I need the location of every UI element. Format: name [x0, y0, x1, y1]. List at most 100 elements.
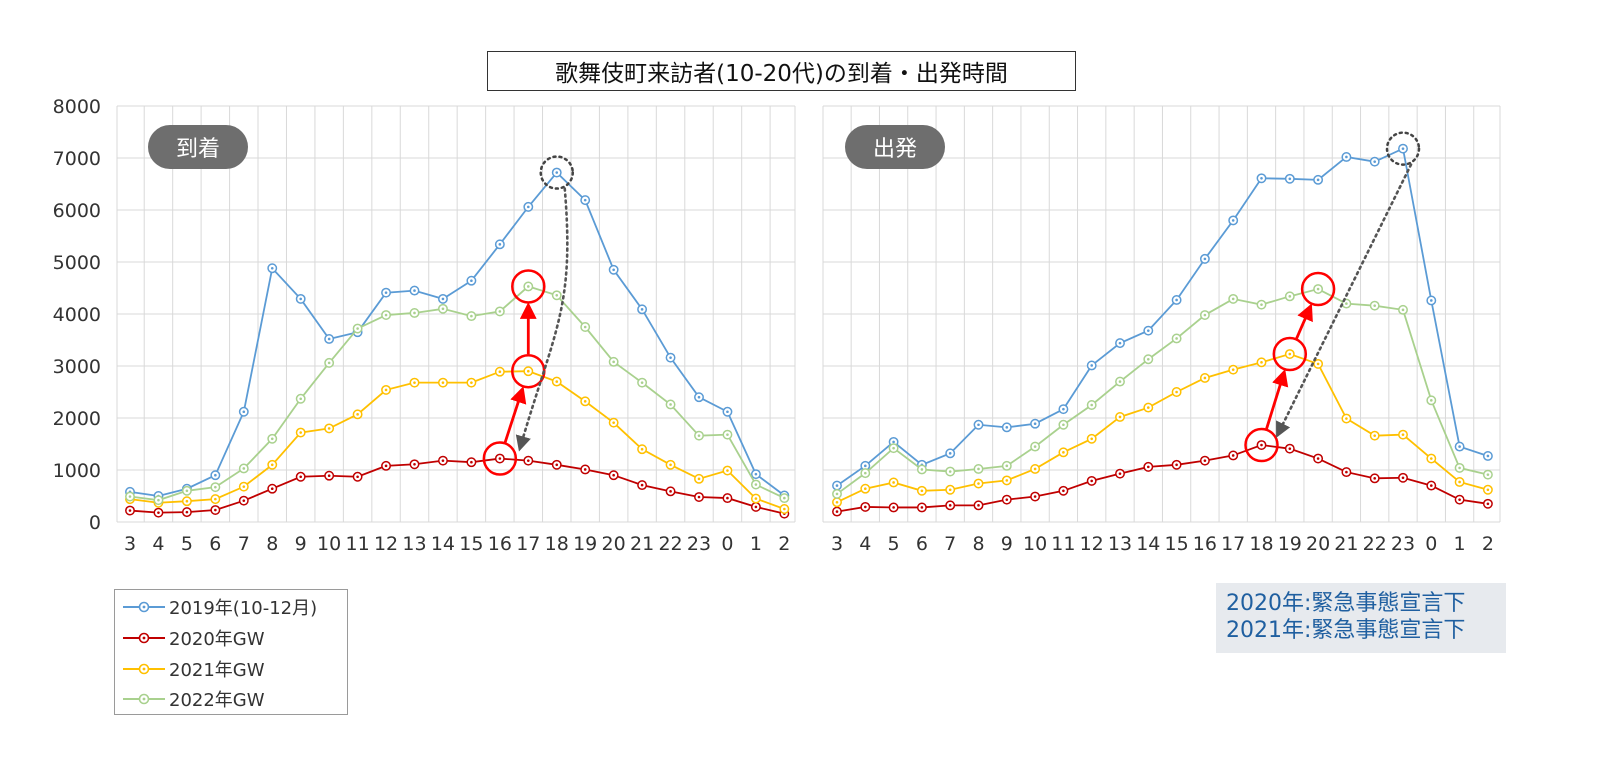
x-tick-label: 1 — [750, 533, 762, 555]
data-point-center — [299, 297, 303, 301]
data-point-center — [527, 459, 530, 462]
data-point-center — [185, 510, 189, 514]
data-point-center — [864, 471, 867, 475]
data-point-center — [498, 243, 502, 246]
legend-label: 2021年GW — [169, 660, 265, 681]
data-point-center — [1005, 464, 1009, 468]
x-tick-label: 17 — [1221, 533, 1245, 555]
data-point-center — [1345, 417, 1348, 420]
x-tick-label: 6 — [209, 533, 221, 555]
legend-label: 2019年(10-12月) — [169, 598, 318, 619]
x-tick-label: 13 — [402, 533, 426, 555]
data-point-center — [214, 497, 217, 501]
data-point-center — [1316, 178, 1320, 182]
chart-title: 歌舞伎町来訪者(10-20代)の到着・出発時間 — [487, 51, 1076, 91]
data-point-center — [726, 433, 729, 436]
x-tick-label: 1 — [1454, 533, 1466, 555]
legend: 2019年(10-12月) 2020年GW 2021年GW 2022年GW — [114, 589, 348, 715]
x-tick-label: 16 — [488, 533, 512, 555]
data-point-center — [441, 307, 445, 311]
data-point-center — [697, 395, 701, 399]
data-point-center — [754, 483, 758, 486]
data-point-center — [669, 356, 672, 359]
data-point-center — [356, 413, 359, 416]
data-point-center — [640, 308, 644, 311]
note-line: 2021年:緊急事態宣言下 — [1226, 618, 1466, 643]
x-tick-label: 14 — [431, 533, 455, 555]
data-point-center — [1118, 341, 1122, 345]
peak-shift-arrow — [515, 187, 569, 452]
data-point-center — [835, 510, 839, 513]
x-tick-label: 8 — [972, 533, 984, 555]
data-point-center — [1033, 495, 1037, 498]
data-point-center — [1118, 380, 1122, 383]
data-point-center — [1118, 415, 1122, 419]
peak-shift-arrow — [1276, 163, 1413, 438]
data-point-center — [1458, 466, 1461, 470]
x-tick-label: 15 — [1165, 533, 1189, 555]
x-tick-label: 10 — [1023, 533, 1047, 555]
data-point-center — [270, 437, 274, 441]
departure-panel-label: 出発 — [845, 125, 945, 169]
data-point-center — [299, 431, 303, 434]
y-tick-label: 1000 — [53, 460, 101, 482]
x-tick-label: 5 — [181, 533, 193, 555]
data-point-center — [920, 506, 924, 509]
x-tick-label: 21 — [1334, 533, 1358, 555]
data-point-center — [612, 360, 615, 364]
data-point-center — [1486, 502, 1490, 506]
data-point-center — [1203, 459, 1207, 462]
data-point-center — [1175, 463, 1178, 467]
x-tick-label: 19 — [1278, 533, 1302, 555]
data-point-center — [1430, 299, 1433, 302]
data-point-center — [1062, 489, 1065, 493]
legend-marker — [123, 693, 165, 705]
x-tick-label: 23 — [687, 533, 711, 555]
data-point-center — [470, 314, 473, 318]
data-point-center — [892, 446, 895, 450]
data-point-center — [1458, 480, 1461, 484]
data-point-center — [413, 311, 416, 315]
data-point-center — [1373, 304, 1376, 307]
data-point-center — [697, 434, 701, 437]
series-line — [129, 370, 785, 510]
data-point-center — [1090, 364, 1093, 367]
data-point-center — [1231, 368, 1235, 371]
data-point-center — [1062, 423, 1065, 427]
legend-marker — [123, 601, 165, 613]
data-point-center — [1401, 308, 1405, 312]
data-point-center — [948, 470, 952, 473]
x-tick-label: 17 — [516, 533, 540, 555]
series-line — [836, 147, 1489, 487]
data-point-center — [920, 489, 924, 493]
trend-arrow — [1295, 303, 1313, 340]
data-point-center — [242, 467, 246, 470]
data-point-center — [470, 460, 473, 464]
trend-arrow — [503, 386, 527, 443]
data-point-center — [754, 472, 758, 476]
legend-marker — [123, 632, 165, 644]
data-point-center — [669, 490, 672, 493]
legend-item: 2020年GW — [123, 625, 265, 651]
data-point-center — [498, 370, 502, 374]
data-point-center — [1231, 454, 1235, 457]
data-point-center — [977, 467, 980, 471]
data-point-center — [356, 475, 359, 479]
legend-marker — [123, 663, 165, 675]
data-point-center — [1288, 295, 1292, 298]
y-tick-label: 5000 — [53, 252, 101, 274]
x-tick-label: 2 — [1482, 533, 1494, 555]
data-point-center — [214, 508, 217, 512]
data-point-center — [185, 499, 189, 503]
data-point-center — [327, 474, 331, 478]
data-point-center — [1005, 479, 1009, 482]
y-tick-label: 4000 — [53, 304, 101, 326]
legend-item: 2022年GW — [123, 686, 265, 712]
data-point-center — [1345, 155, 1348, 159]
y-tick-label: 6000 — [53, 200, 101, 222]
data-point-center — [835, 492, 839, 496]
data-point-center — [1288, 352, 1292, 356]
data-point-center — [612, 421, 615, 424]
data-point-center — [1005, 426, 1009, 429]
